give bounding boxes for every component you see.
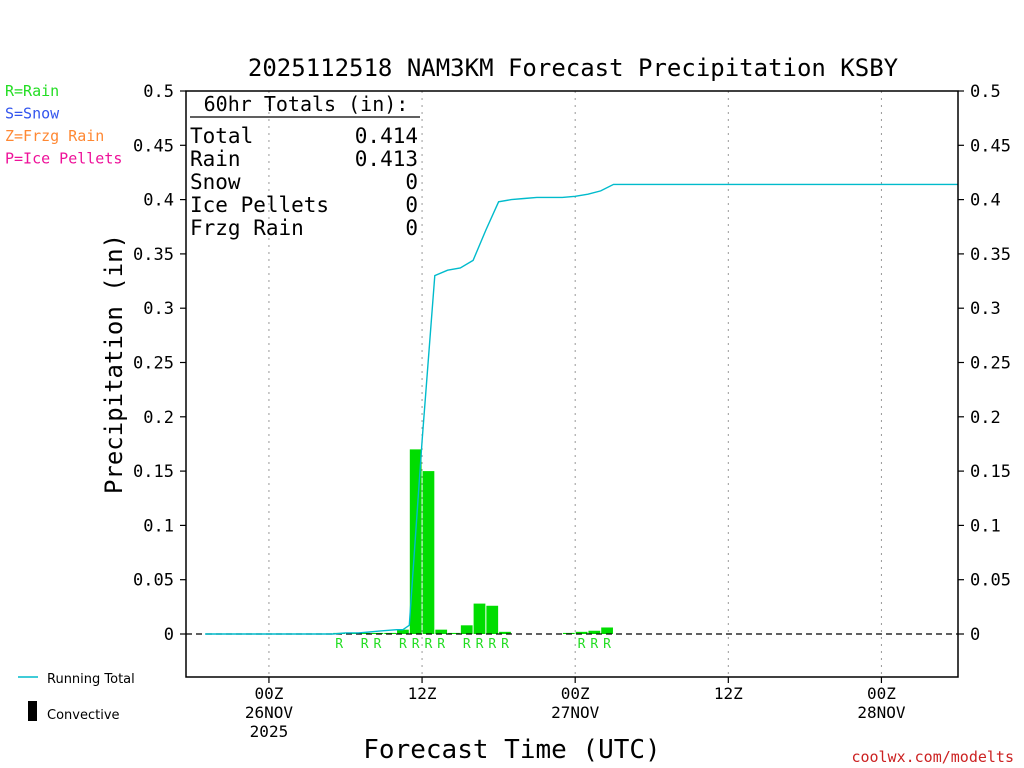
y-tick-label-left: 0.25 — [133, 354, 174, 374]
x-tick-label: 00Z — [254, 684, 283, 703]
ptype-legend-item: R=Rain — [5, 82, 59, 100]
y-tick-label-right: 0.2 — [970, 408, 1001, 428]
ptype-marker: R — [603, 637, 611, 652]
y-axis-label: Precipitation (in) — [100, 234, 128, 494]
bottom-legend: Running Total Convective — [18, 672, 135, 723]
precip-bar — [499, 631, 511, 634]
ptype-marker: R — [335, 637, 343, 652]
y-tick-label-left: 0.3 — [143, 299, 174, 319]
x-tick-label: 12Z — [714, 684, 743, 703]
y-tick-label-left: 0 — [164, 625, 174, 645]
ptype-marker: R — [488, 637, 496, 652]
precip-bar — [435, 629, 448, 634]
precip-bar — [460, 625, 473, 634]
totals-value: 0 — [405, 170, 418, 194]
totals-value: 0 — [405, 193, 418, 217]
legend-label: Convective — [47, 708, 120, 723]
legend-block-swatch — [28, 701, 37, 721]
x-tick-label: 00Z — [561, 684, 590, 703]
ptype-marker: R — [476, 637, 484, 652]
y-tick-label-right: 0.3 — [970, 299, 1001, 319]
x-tick-label: 00Z — [867, 684, 896, 703]
y-tick-label-right: 0.35 — [970, 245, 1011, 265]
ptype-legend-item: P=Ice Pellets — [5, 150, 122, 168]
y-tick-label-left: 0.2 — [143, 408, 174, 428]
precip-bar — [486, 605, 499, 634]
running-total-line — [205, 183, 958, 635]
y-tick-label-left: 0.4 — [143, 191, 174, 211]
precip-bar — [422, 471, 435, 634]
totals-label: Total — [190, 124, 253, 148]
totals-label: Rain — [190, 147, 241, 171]
y-tick-label-right: 0.4 — [970, 191, 1001, 211]
precip-bar — [575, 631, 588, 634]
grid-lines — [268, 91, 882, 677]
y-tick-label-left: 0.05 — [133, 571, 174, 591]
totals-rows: Total 0.414 Rain 0.413 Snow 0 Ice Pellets 0 Frzg… — [190, 124, 418, 240]
ptype-marker: R — [463, 637, 471, 652]
precip-bar — [601, 627, 613, 634]
y-axis-right: 0 0.05 0.1 0.15 0.2 0.25 0.3 0.35 0.4 0.45 0.5 — [958, 82, 1011, 645]
y-tick-label-left: 0.35 — [133, 245, 174, 265]
x-axis-label: Forecast Time (UTC) — [363, 735, 660, 765]
y-tick-label-right: 0 — [970, 625, 980, 645]
ptype-legend: R=Rain S=Snow Z=Frzg Rain P=Ice Pellets — [5, 82, 122, 168]
ptype-marker: R — [425, 637, 433, 652]
x-tick-label: 12Z — [408, 684, 437, 703]
y-tick-label-right: 0.05 — [970, 571, 1011, 591]
ptype-legend-item: Z=Frzg Rain — [5, 127, 104, 145]
ptype-marker: R — [590, 637, 598, 652]
totals-heading: 60hr Totals (in): — [204, 92, 409, 116]
totals-value: 0 — [405, 216, 418, 240]
ptype-marker: R — [373, 637, 381, 652]
y-tick-label-left: 0.15 — [133, 462, 174, 482]
y-tick-label-right: 0.1 — [970, 516, 1001, 536]
chart-title: 2025112518 NAM3KM Forecast Precipitation… — [248, 54, 899, 82]
x-tick-label: 26NOV — [245, 703, 294, 722]
ptype-marker: R — [412, 637, 420, 652]
ptype-marker: R — [578, 637, 586, 652]
y-tick-label-right: 0.25 — [970, 354, 1011, 374]
totals-label: Ice Pellets — [190, 193, 329, 217]
ptype-marker: R — [437, 637, 445, 652]
ptype-marker: R — [399, 637, 407, 652]
totals-label: Snow — [190, 170, 241, 194]
running-total-series — [205, 183, 958, 635]
y-tick-label-left: 0.1 — [143, 516, 174, 536]
totals-value: 0.413 — [355, 147, 418, 171]
x-tick-label: 28NOV — [857, 703, 906, 722]
bars-group — [333, 449, 613, 634]
totals-value: 0.414 — [355, 124, 418, 148]
precip-bar — [588, 630, 601, 634]
y-tick-label-right: 0.15 — [970, 462, 1011, 482]
y-tick-label-left: 0.5 — [143, 82, 174, 102]
y-tick-label-right: 0.5 — [970, 82, 1001, 102]
ptype-marker: R — [501, 637, 509, 652]
precip-bar — [448, 632, 460, 634]
x-tick-label: 2025 — [250, 722, 289, 741]
precip-bar — [397, 629, 409, 634]
y-tick-label-right: 0.45 — [970, 136, 1011, 156]
x-tick-label: 27NOV — [551, 703, 600, 722]
ptype-marker: R — [361, 637, 369, 652]
totals-box: 60hr Totals (in): Total 0.414 Rain 0.413 Sno… — [190, 92, 420, 240]
totals-label: Frzg Rain — [190, 216, 304, 240]
precip-bar — [358, 632, 371, 634]
ptype-legend-item: S=Snow — [5, 105, 60, 123]
legend-label: Running Total — [47, 672, 135, 687]
plot-frame — [185, 90, 959, 678]
y-axis-left: 0 0.05 0.1 0.15 0.2 0.25 0.3 0.35 0.4 0.45 0.5 — [133, 82, 186, 645]
precip-bar — [473, 603, 486, 634]
credit-text: coolwx.com/modelts — [851, 748, 1014, 766]
y-tick-label-left: 0.45 — [133, 136, 174, 156]
